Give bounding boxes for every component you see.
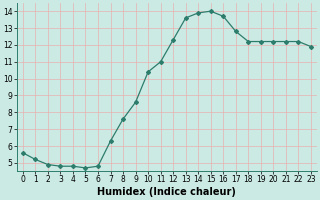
X-axis label: Humidex (Indice chaleur): Humidex (Indice chaleur): [98, 187, 236, 197]
